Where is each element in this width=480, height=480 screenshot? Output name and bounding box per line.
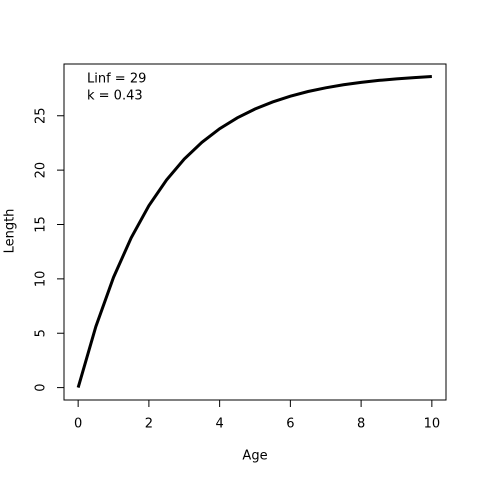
growth-curve	[76, 75, 432, 389]
x-axis-label: Age	[242, 449, 267, 464]
y-tick-label: 15	[34, 216, 49, 233]
y-tick-label: 25	[34, 107, 49, 124]
y-tick-label: 10	[34, 271, 49, 288]
annotation: k = 0.43	[87, 89, 143, 104]
x-tick-label: 8	[357, 417, 365, 432]
x-tick-label: 0	[74, 417, 82, 432]
plot-frame	[63, 63, 447, 401]
x-tick-label: 4	[215, 417, 223, 432]
x-tick-label: 6	[286, 417, 294, 432]
y-axis-label: Length	[3, 209, 18, 254]
x-tick-label: 10	[424, 417, 441, 432]
y-tick-label: 0	[34, 383, 49, 391]
y-tick-label: 5	[34, 329, 49, 337]
annotation: Linf = 29	[87, 72, 146, 87]
y-tick-label: 20	[34, 162, 49, 179]
x-tick-label: 2	[145, 417, 153, 432]
